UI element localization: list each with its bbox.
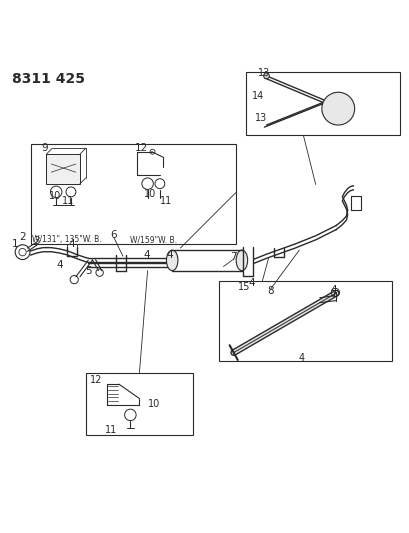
- Bar: [86, 373, 192, 434]
- Text: 11: 11: [104, 425, 117, 435]
- Text: 14: 14: [252, 91, 264, 101]
- Text: 11: 11: [61, 196, 74, 206]
- Circle shape: [321, 92, 354, 125]
- Bar: [46, 154, 80, 184]
- Text: W/131", 135"W. B.: W/131", 135"W. B.: [32, 236, 101, 244]
- Text: 1: 1: [12, 239, 19, 249]
- Text: 10: 10: [49, 191, 61, 201]
- Text: 4: 4: [68, 239, 75, 248]
- Text: 9: 9: [42, 143, 48, 152]
- Text: 8: 8: [267, 286, 273, 296]
- Text: 4: 4: [143, 251, 149, 261]
- Text: 8311 425: 8311 425: [12, 72, 85, 86]
- Text: 7: 7: [230, 253, 236, 262]
- Text: 4: 4: [330, 285, 337, 295]
- Bar: [245, 72, 399, 135]
- Text: 13: 13: [254, 113, 266, 123]
- Text: 12: 12: [135, 143, 148, 152]
- Text: 10: 10: [147, 399, 160, 409]
- Text: 12: 12: [90, 375, 102, 385]
- Text: 13: 13: [258, 68, 270, 78]
- Ellipse shape: [236, 250, 247, 271]
- Bar: [219, 281, 391, 361]
- Ellipse shape: [166, 250, 178, 271]
- Text: W/159"W. B.: W/159"W. B.: [130, 236, 177, 244]
- Circle shape: [263, 73, 269, 79]
- Bar: [31, 143, 235, 244]
- Text: 11: 11: [160, 196, 172, 206]
- Text: 4: 4: [248, 278, 255, 288]
- Text: 5: 5: [85, 266, 91, 277]
- Text: 3: 3: [33, 236, 39, 246]
- Text: 4: 4: [298, 352, 303, 362]
- Text: 10: 10: [143, 189, 155, 198]
- Text: 2: 2: [19, 232, 26, 242]
- Text: 4: 4: [56, 260, 63, 270]
- Text: 6: 6: [110, 230, 117, 239]
- Text: 15: 15: [237, 282, 249, 292]
- Text: 4: 4: [166, 251, 173, 261]
